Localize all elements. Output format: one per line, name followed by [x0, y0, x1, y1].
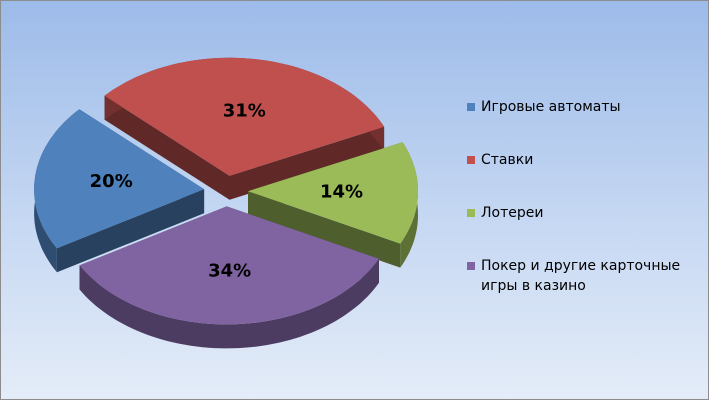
slice-wall: [104, 95, 230, 200]
legend-label: Ставки: [481, 152, 534, 168]
legend-swatch: [467, 209, 475, 217]
legend-item: Ставки: [467, 150, 692, 203]
data-label: 34%: [208, 260, 251, 281]
slice-top: [104, 57, 385, 176]
legend-label: Покер и другие карточные игры в казино: [481, 258, 681, 294]
legend-swatch: [467, 156, 475, 164]
slice-wall: [229, 126, 385, 200]
data-label: 20%: [90, 171, 133, 192]
legend-item: Лотереи: [467, 203, 692, 256]
legend-label: Игровые автоматы: [481, 99, 621, 115]
legend-item: Покер и другие карточные игры в казино: [467, 256, 692, 309]
slice-top: [79, 206, 379, 325]
legend-swatch: [467, 262, 475, 270]
slice-top: [248, 142, 418, 244]
slice-wall: [56, 189, 205, 273]
slice: 20%: [34, 109, 205, 273]
slice: 14%: [248, 142, 418, 268]
slice-side: [79, 258, 379, 349]
legend-item: Игровые автоматы: [467, 97, 692, 150]
data-label: 14%: [320, 181, 363, 202]
slice: 34%: [79, 206, 379, 349]
slice-top: [34, 109, 205, 249]
slice: 31%: [104, 57, 385, 200]
slice-wall: [248, 191, 401, 268]
legend-label: Лотереи: [481, 205, 544, 221]
legend: Игровые автоматы Ставки Лотереи Покер и дру…: [467, 97, 692, 309]
legend-swatch: [467, 103, 475, 111]
data-label: 31%: [223, 101, 266, 122]
